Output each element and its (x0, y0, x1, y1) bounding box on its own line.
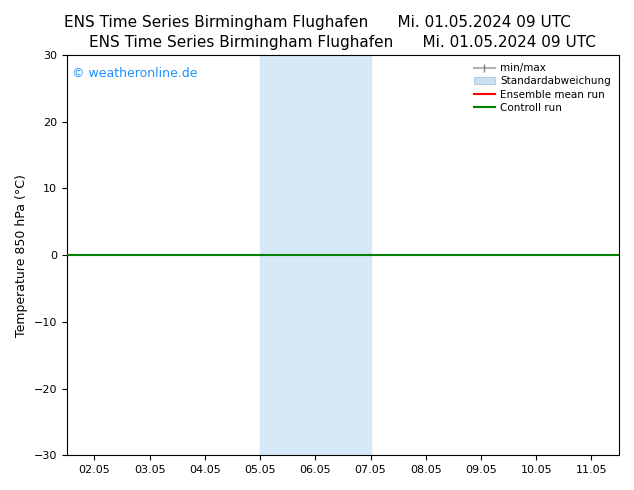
Y-axis label: Temperature 850 hPa (°C): Temperature 850 hPa (°C) (15, 173, 28, 337)
Title: ENS Time Series Birmingham Flughafen      Mi. 01.05.2024 09 UTC: ENS Time Series Birmingham Flughafen Mi.… (89, 35, 597, 49)
Legend: min/max, Standardabweichung, Ensemble mean run, Controll run: min/max, Standardabweichung, Ensemble me… (471, 60, 614, 116)
Text: © weatheronline.de: © weatheronline.de (72, 67, 198, 80)
Bar (260, 55, 370, 455)
Text: ENS Time Series Birmingham Flughafen      Mi. 01.05.2024 09 UTC: ENS Time Series Birmingham Flughafen Mi.… (63, 15, 571, 30)
